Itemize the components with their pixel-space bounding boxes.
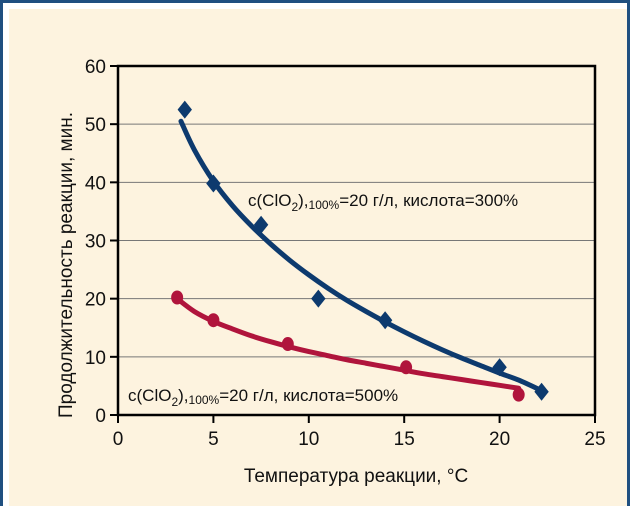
data-point-series-1-7 <box>534 382 549 401</box>
y-tick-label-40: 40 <box>85 173 106 194</box>
x-tick-label-10: 10 <box>298 429 319 450</box>
annotation-1-subscript: 2 <box>291 200 298 214</box>
annotation-2-subscript: 2 <box>171 395 178 409</box>
x-tick-label-25: 25 <box>584 429 605 450</box>
data-point-series-2-3 <box>281 337 294 352</box>
annotation-1-part-a: c(ClO <box>248 191 291 210</box>
data-point-series-2-2 <box>207 313 220 328</box>
fit-curve-series-1 <box>178 118 545 394</box>
y-tick-label-0: 0 <box>95 406 106 427</box>
data-markers <box>171 100 549 402</box>
data-point-series-1-5 <box>377 311 393 330</box>
x-tick-label-20: 20 <box>489 429 510 450</box>
y-tick-label-10: 10 <box>85 348 106 369</box>
annotation-1-part-b: ), <box>298 191 308 210</box>
data-point-series-1-4 <box>311 289 326 308</box>
data-point-series-2-1 <box>171 290 184 305</box>
fit-curves <box>174 118 545 394</box>
annotation-2-part-c: =20 г/л, кислота=500% <box>219 386 398 405</box>
annotation-series-2: c(ClO2),100%=20 г/л, кислота=500% <box>128 386 398 409</box>
data-point-series-1-3 <box>253 215 269 234</box>
annotation-series-1: c(ClO2),100%=20 г/л, кислота=300% <box>248 191 518 214</box>
fit-curve-series-2 <box>174 296 522 391</box>
y-axis-title: Продолжительность реакции, мин. <box>56 112 77 418</box>
y-axis-ticks: 0 10 20 30 40 50 60 <box>85 57 118 427</box>
data-point-series-1-6 <box>492 358 507 377</box>
data-point-series-2-4 <box>400 360 413 375</box>
x-axis-ticks: 0 5 10 15 20 25 <box>113 415 606 450</box>
annotation-2-small: 100% <box>189 393 220 407</box>
data-point-series-2-5 <box>512 387 525 402</box>
annotation-2-part-a: c(ClO <box>128 386 171 405</box>
y-tick-label-50: 50 <box>85 115 106 136</box>
x-tick-label-0: 0 <box>113 429 124 450</box>
grid-lines <box>118 123 595 358</box>
annotation-1-small: 100% <box>309 198 340 212</box>
y-tick-label-30: 30 <box>85 232 106 253</box>
annotation-2-part-b: ), <box>178 386 188 405</box>
x-axis-title: Температура реакции, °C <box>244 466 468 487</box>
x-tick-label-5: 5 <box>208 429 219 450</box>
y-tick-label-20: 20 <box>85 290 106 311</box>
annotation-1-part-c: =20 г/л, кислота=300% <box>339 191 518 210</box>
data-point-series-1-1 <box>177 100 192 119</box>
x-tick-label-15: 15 <box>394 429 415 450</box>
y-tick-label-60: 60 <box>85 57 106 78</box>
data-point-series-1-2 <box>206 174 221 193</box>
